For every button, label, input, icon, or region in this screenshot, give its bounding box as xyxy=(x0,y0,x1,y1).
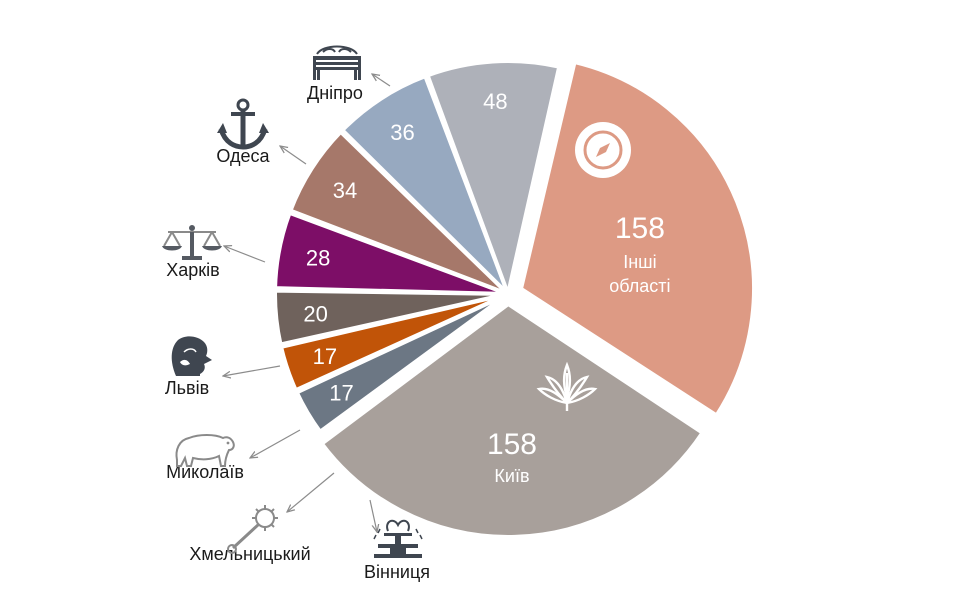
city-label: Одеса xyxy=(216,146,270,166)
callout-arrow xyxy=(250,429,301,458)
slice-name-label: Київ xyxy=(494,466,529,486)
pie-slice xyxy=(340,74,510,296)
city-label: Хмельницький xyxy=(189,544,310,564)
pie-slice xyxy=(288,129,510,296)
callout-arrow xyxy=(287,472,335,512)
anchor-icon xyxy=(217,98,269,150)
pie-slice xyxy=(425,59,562,296)
slice-name-label: області xyxy=(609,276,670,296)
pie-slice xyxy=(294,292,510,434)
slice-value-label: 17 xyxy=(329,380,353,405)
callout-arrow xyxy=(280,146,307,165)
lion-icon xyxy=(171,336,212,376)
slice-value-label: 34 xyxy=(333,178,357,203)
city-label: Дніпро xyxy=(307,83,363,103)
chestnut-leaf-icon xyxy=(536,361,598,411)
callout-arrow xyxy=(369,499,377,532)
bear-icon xyxy=(175,434,235,467)
slice-value-label: 20 xyxy=(303,302,327,327)
slice-value-label: 158 xyxy=(615,212,665,245)
pie-slice xyxy=(279,292,510,393)
bench-icon xyxy=(313,45,361,80)
city-label: Вінниця xyxy=(364,562,430,582)
slice-name-label: Інші xyxy=(623,252,656,272)
city-label: Харків xyxy=(166,260,219,280)
callout-arrow xyxy=(224,246,266,263)
slice-value-label: 28 xyxy=(306,245,330,270)
pie-slices xyxy=(273,59,756,539)
slice-value-label: 158 xyxy=(487,428,537,461)
slice-value-label: 17 xyxy=(313,344,337,369)
pie-slice xyxy=(273,288,510,347)
callout-arrow xyxy=(372,74,391,87)
slice-value-labels: 158 Інші області 158 Київ 17 17 20 28 34 36 48 xyxy=(303,89,670,486)
compass-icon xyxy=(575,122,631,178)
city-labels: ВінницяХмельницькийМиколаївЛьвівХарківОд… xyxy=(165,83,430,582)
slice-value-label: 36 xyxy=(390,120,414,145)
callout-arrows xyxy=(223,74,391,532)
fountain-icon xyxy=(373,519,423,558)
city-label: Львів xyxy=(165,378,209,398)
slice-value-label: 48 xyxy=(483,89,507,114)
scales-icon xyxy=(162,225,222,260)
callout-arrow xyxy=(223,365,281,376)
pie-slice xyxy=(319,301,705,539)
mace-icon xyxy=(227,505,278,554)
